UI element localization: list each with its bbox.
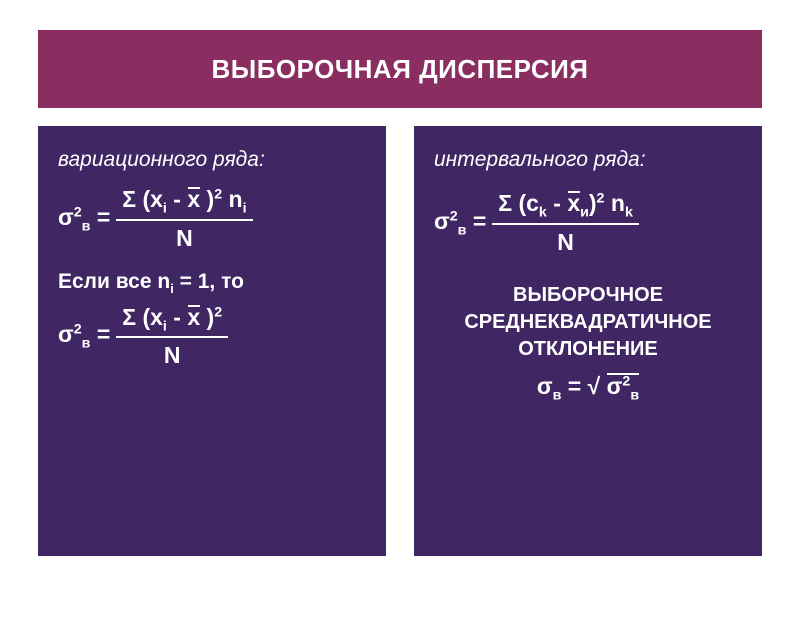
numerator: Σ (xi - x )2 ni bbox=[116, 186, 252, 219]
formula-variance-interval: σ2в = Σ (ck - xи)2 nk N bbox=[434, 190, 742, 256]
formula-lhs: σ2в = bbox=[58, 204, 110, 235]
formula-variance-variational: σ2в = Σ (xi - x )2 ni N bbox=[58, 186, 366, 252]
std-deviation-label: ВЫБОРОЧНОЕ СРЕДНЕКВАДРАТИЧНОЕ ОТКЛОНЕНИЕ bbox=[434, 282, 742, 363]
fraction: Σ (ck - xи)2 nk N bbox=[492, 190, 639, 256]
panel-subhead-right: интервального ряда: bbox=[434, 148, 742, 172]
formula-lhs: σ2в = bbox=[58, 321, 110, 352]
condition-note: Если все ni = 1, то bbox=[58, 270, 366, 296]
denominator: N bbox=[164, 338, 181, 369]
slide-title: ВЫБОРОЧНАЯ ДИСПЕРСИЯ bbox=[212, 54, 589, 85]
fraction: Σ (xi - x )2 ni N bbox=[116, 186, 252, 252]
numerator: Σ (xi - x )2 bbox=[116, 304, 228, 337]
panel-subhead-left: вариационного ряда: bbox=[58, 148, 366, 172]
panel-interval: интервального ряда: σ2в = Σ (ck - xи)2 n… bbox=[414, 126, 762, 556]
numerator: Σ (ck - xи)2 nk bbox=[492, 190, 639, 223]
formula-std-deviation: σв = √ σ2в bbox=[434, 373, 742, 404]
panel-variational: вариационного ряда: σ2в = Σ (xi - x )2 n… bbox=[38, 126, 386, 556]
denominator: N bbox=[176, 221, 193, 252]
fraction: Σ (xi - x )2 N bbox=[116, 304, 228, 370]
slide-title-bar: ВЫБОРОЧНАЯ ДИСПЕРСИЯ bbox=[38, 30, 762, 108]
denominator: N bbox=[557, 225, 574, 256]
formula-lhs: σ2в = bbox=[434, 208, 486, 239]
formula-variance-simplified: σ2в = Σ (xi - x )2 N bbox=[58, 304, 366, 370]
content-row: вариационного ряда: σ2в = Σ (xi - x )2 n… bbox=[0, 126, 800, 556]
